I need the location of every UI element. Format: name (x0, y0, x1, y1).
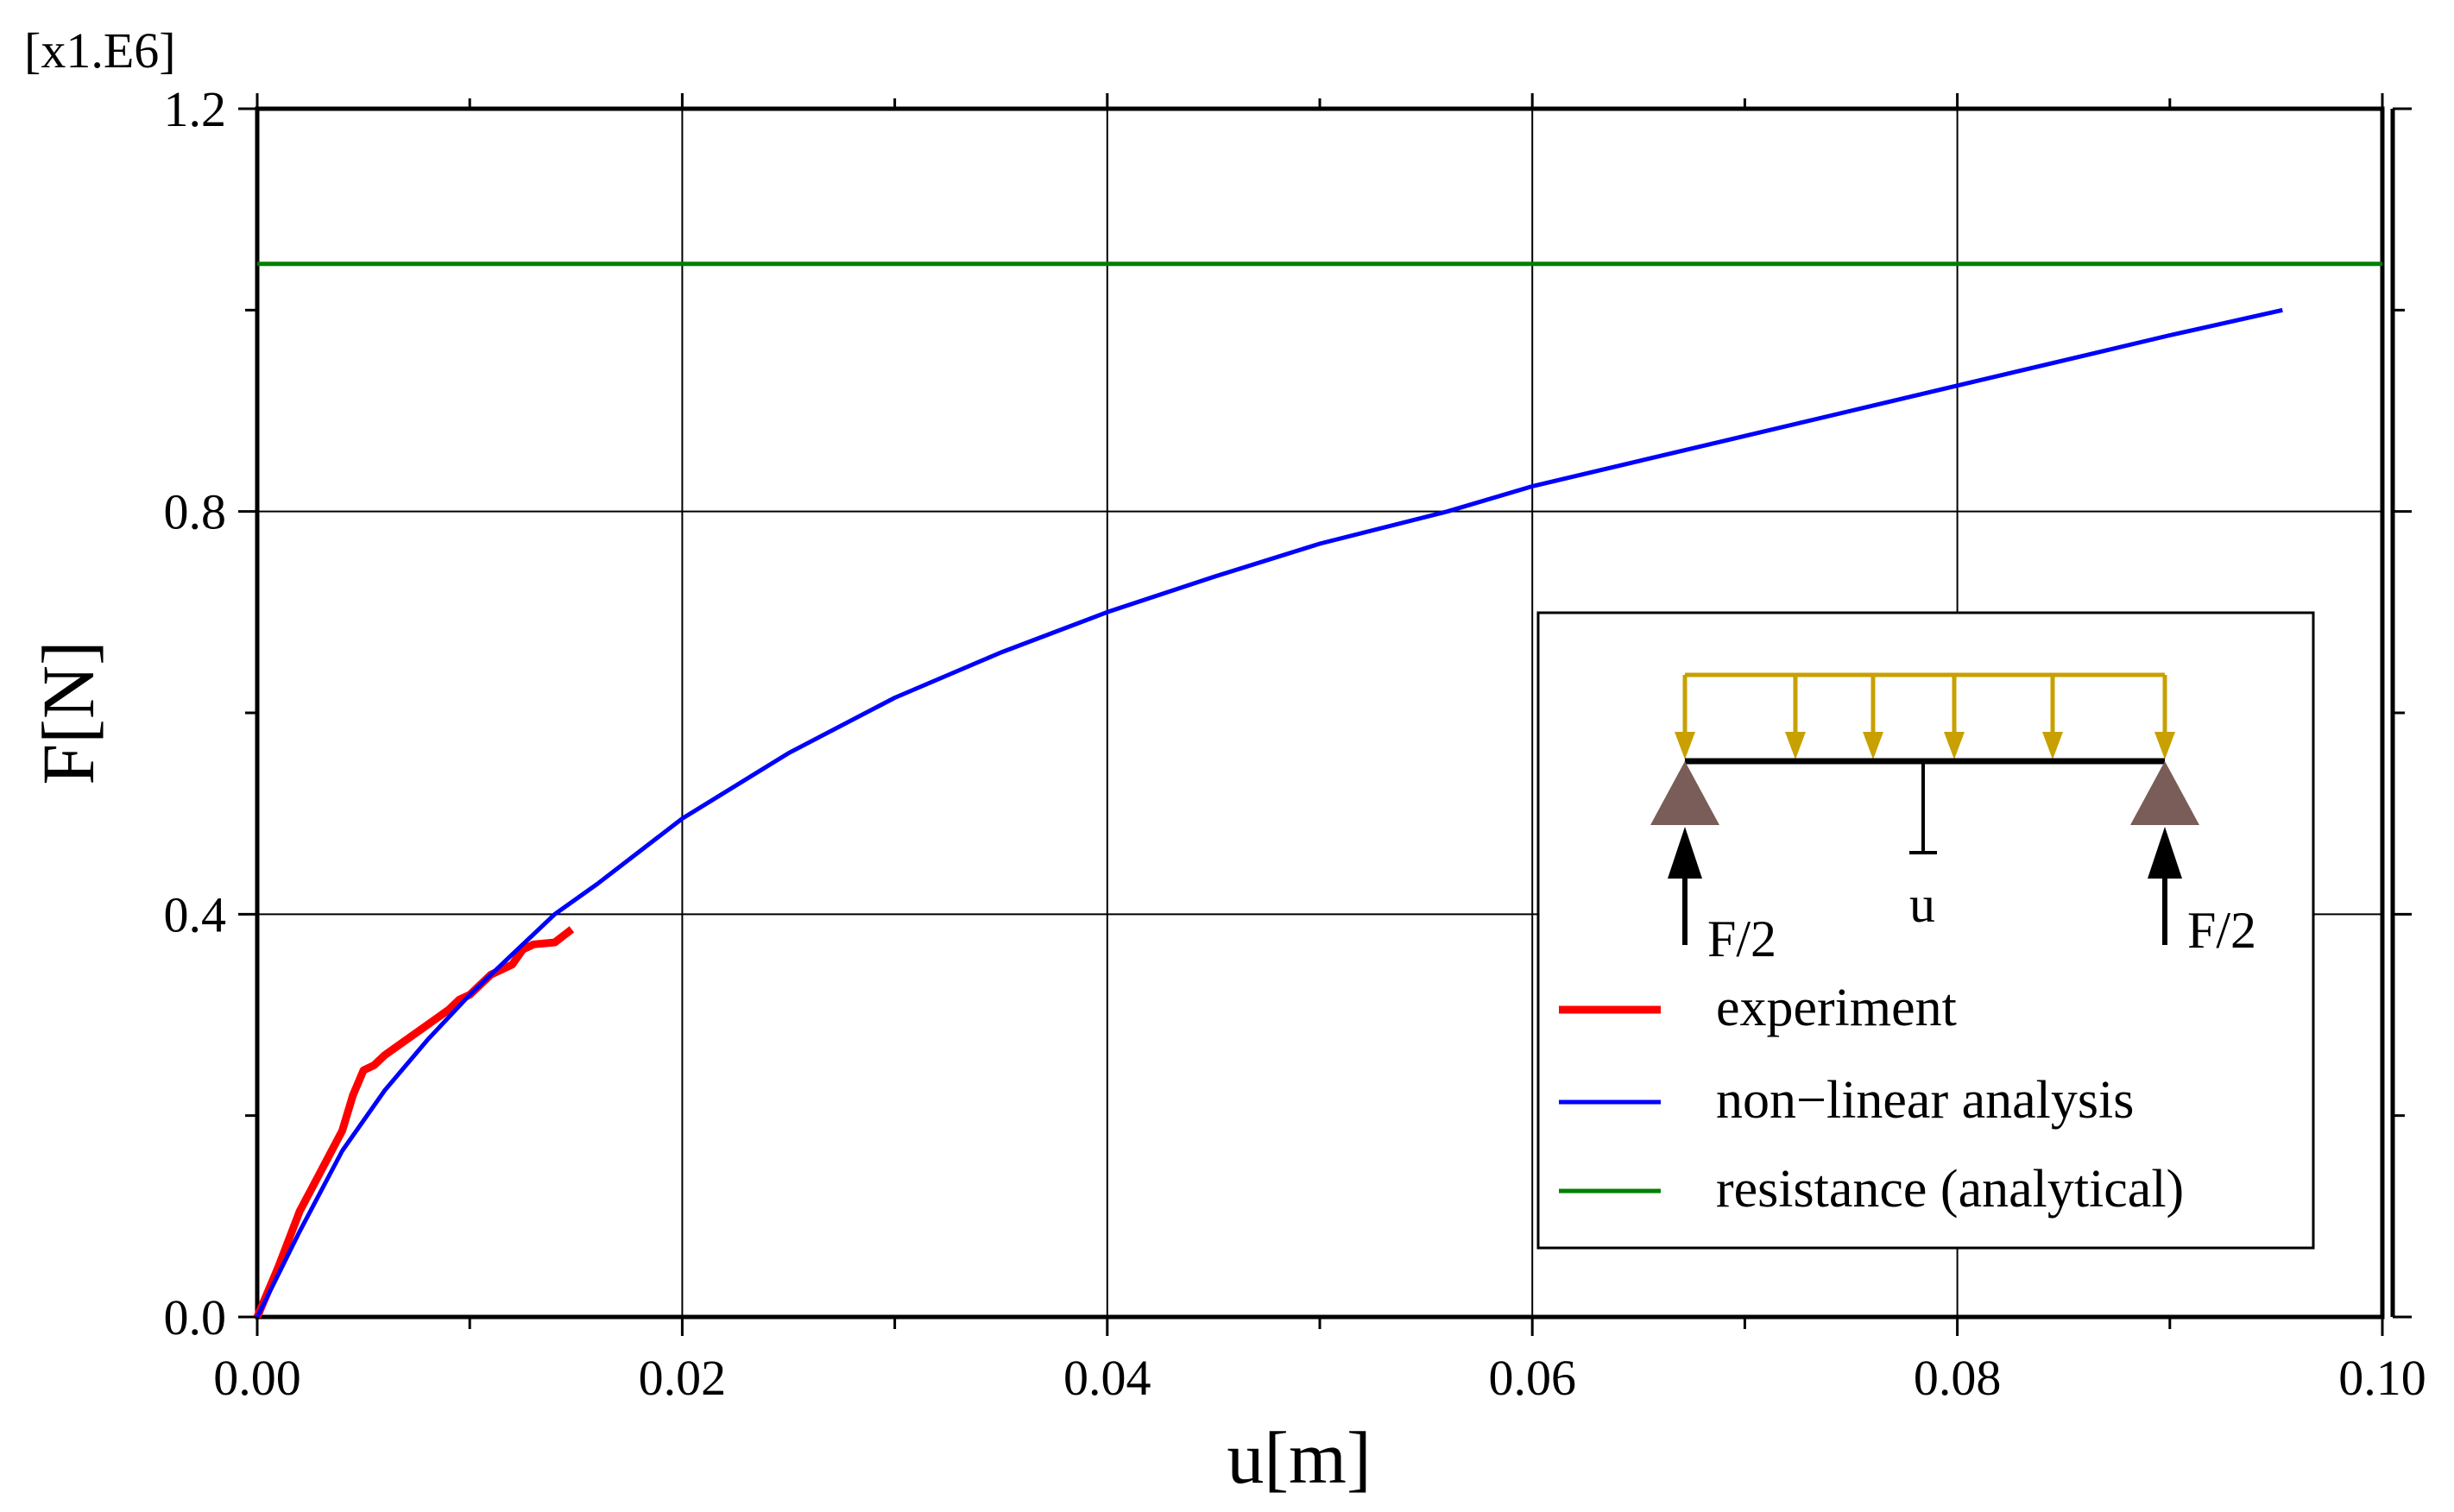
legend-label: non−linear analysis (1716, 1071, 2134, 1130)
right-reaction-label: F/2 (2187, 902, 2256, 959)
x-tick-label: 0.04 (1063, 1350, 1151, 1406)
y-tick-label: 0.0 (164, 1289, 227, 1345)
x-tick-label: 0.02 (639, 1350, 727, 1406)
load-arrow-head (1863, 732, 1883, 759)
beam-sketch: u F/2 F/2 (1650, 672, 2256, 967)
y-scale-note: [x1.E6] (24, 22, 176, 79)
load-arrow-head (1675, 732, 1695, 759)
left-reaction-arrow-head (1668, 827, 1702, 879)
load-arrows (1675, 675, 2175, 759)
experiment-line (253, 926, 575, 1319)
y-axis-title: F[N] (27, 640, 110, 784)
y-tick-label: 1.2 (164, 81, 227, 137)
y-tick-label: 0.4 (164, 886, 227, 942)
deflection-label: u (1909, 876, 1935, 933)
legend-box (1536, 611, 2315, 1250)
non-linear-analysis-line (255, 307, 2283, 1319)
right-reaction-arrow-head (2148, 827, 2182, 879)
left-support-icon (1650, 761, 1719, 825)
x-tick-label: 0.06 (1488, 1350, 1576, 1406)
legend-label: resistance (analytical) (1716, 1160, 2184, 1219)
load-arrow-head (2042, 732, 2063, 759)
right-support-icon (2130, 761, 2199, 825)
load-arrow-head (1944, 732, 1965, 759)
y-tick-label: 0.8 (164, 484, 227, 540)
x-tick-label: 0.10 (2338, 1350, 2426, 1406)
legend-entries: experiment non−linear analysis resistance … (1559, 979, 2184, 1219)
x-tick-label: 0.08 (1914, 1350, 2002, 1406)
legend: u F/2 F/2 experiment non−linear analysis r… (1536, 611, 2315, 1250)
series-group (253, 261, 2382, 1319)
ticks: 0.00 0.02 0.04 0.06 0.08 0.10 0.0 0.4 0.8 1.2 (164, 81, 2426, 1406)
x-tick-label: 0.00 (213, 1350, 301, 1406)
left-reaction-label: F/2 (1707, 910, 1776, 967)
x-axis-title: u[m] (1227, 1416, 1371, 1499)
load-arrow-head (2154, 732, 2175, 759)
legend-label: experiment (1716, 979, 1957, 1037)
load-arrow-head (1785, 732, 1806, 759)
